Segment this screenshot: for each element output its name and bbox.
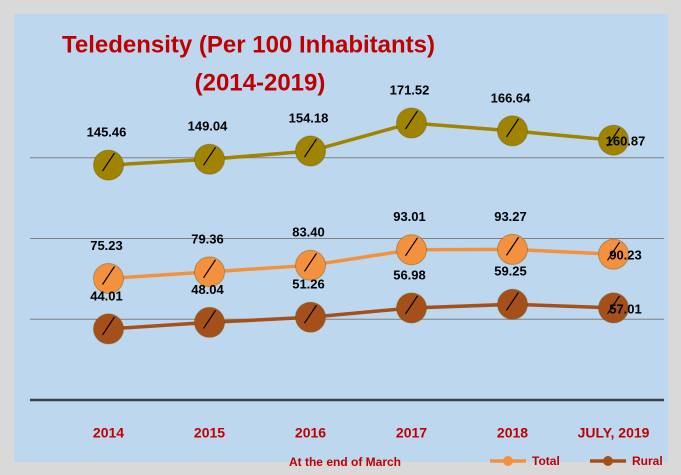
label-leader (102, 266, 115, 285)
x-tick-label: 2017 (396, 425, 427, 441)
data-label: 59.25 (494, 264, 527, 279)
label-leader (405, 110, 418, 130)
x-tick-label: 2015 (194, 425, 225, 441)
data-label: 56.98 (393, 267, 426, 282)
point-marker (93, 149, 124, 181)
point-marker (396, 292, 427, 324)
label-leader (405, 237, 418, 257)
data-label: 90.23 (609, 248, 642, 263)
label-leader (102, 316, 115, 336)
legend-label: Rural (632, 454, 663, 468)
data-label: 160.87 (606, 134, 646, 149)
point-marker (497, 115, 528, 147)
x-tick-label: JULY, 2019 (578, 425, 650, 441)
point-marker (598, 238, 629, 270)
chart-subtitle: (2014-2019) (195, 69, 326, 96)
label-leader (506, 118, 519, 138)
label-leader (203, 146, 216, 166)
data-label: 166.64 (491, 90, 532, 105)
x-tick-label: 2018 (497, 425, 528, 441)
data-label: 93.27 (494, 209, 527, 224)
data-label: 48.04 (191, 282, 224, 297)
chart-title: Teledensity (Per 100 Inhabitants) (62, 31, 435, 58)
point-marker (93, 313, 124, 345)
data-label: 79.36 (191, 231, 224, 246)
label-leader (607, 241, 620, 261)
x-tick-label: 2016 (295, 425, 326, 441)
point-marker (295, 135, 326, 167)
point-marker (396, 234, 427, 266)
label-leader (607, 295, 620, 315)
point-marker (598, 124, 629, 156)
data-label: 44.01 (90, 288, 123, 303)
data-label: 57.01 (609, 301, 642, 316)
point-marker (93, 263, 124, 295)
point-marker (497, 288, 528, 320)
point-marker (598, 292, 629, 324)
data-label: 75.23 (90, 238, 123, 253)
legend-label: Total (532, 454, 560, 468)
point-marker (396, 107, 427, 139)
label-leader (607, 127, 620, 147)
data-label: 83.40 (292, 225, 325, 240)
legend-marker (603, 456, 613, 466)
point-marker (194, 143, 225, 175)
data-label: 93.01 (393, 209, 426, 224)
label-leader (304, 252, 317, 272)
label-leader (203, 259, 216, 279)
label-leader (506, 237, 519, 256)
series-line (108, 302, 614, 331)
legend-marker (503, 456, 513, 466)
point-marker (295, 301, 326, 333)
label-leader (405, 295, 418, 315)
data-label: 171.52 (390, 82, 430, 97)
data-label: 51.26 (292, 277, 325, 292)
series-line (108, 121, 614, 167)
label-leader (203, 310, 216, 329)
label-leader (304, 304, 317, 324)
label-leader (506, 291, 519, 311)
label-leader (102, 152, 115, 172)
data-label: 145.46 (87, 125, 127, 140)
label-leader (304, 138, 317, 158)
data-label: 149.04 (188, 119, 229, 134)
point-marker (194, 256, 225, 288)
point-marker (497, 233, 528, 265)
series-line (108, 247, 614, 281)
data-label: 154.18 (289, 110, 329, 125)
point-marker (295, 249, 326, 281)
x-tick-label: 2014 (93, 425, 124, 441)
x-axis-label: At the end of March (289, 455, 401, 469)
point-marker (194, 306, 225, 338)
